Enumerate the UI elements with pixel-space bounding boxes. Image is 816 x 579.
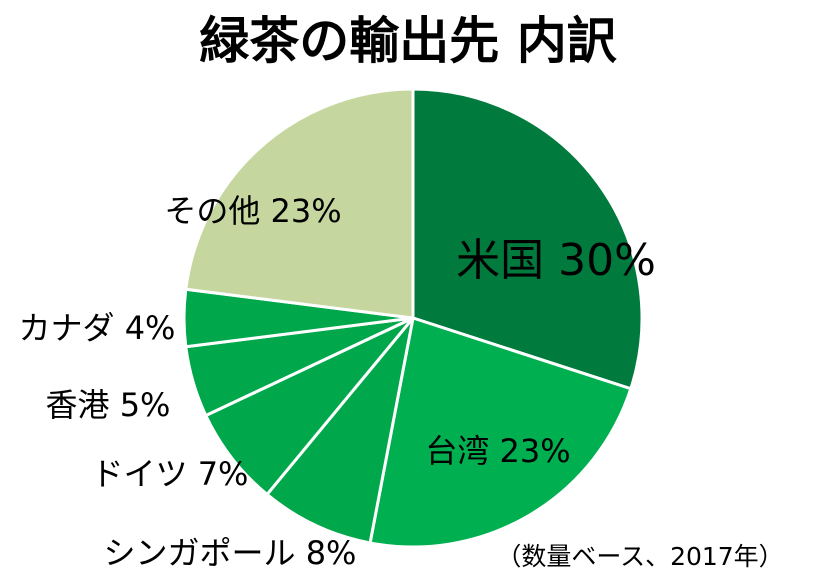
slice-label-6: カナダ 4%	[19, 309, 176, 347]
slice-label-2: 台湾 23%	[425, 432, 570, 470]
chart-title: 緑茶の輸出先 内訳	[199, 12, 616, 70]
slice-label-3: シンガポール 8%	[104, 534, 357, 572]
pie-labels: 米国 30% 台湾 23% シンガポール 8% ドイツ 7% 香港 5% カナダ 4% その…	[19, 192, 656, 572]
chart-note: （数量ベース、2017年）	[496, 542, 783, 571]
pie-slice-2	[368, 316, 633, 549]
pie-slices	[182, 87, 644, 549]
pie-slice-1	[411, 87, 644, 391]
pie-slice-7	[184, 87, 415, 320]
slice-label-7: その他 23%	[164, 192, 341, 230]
slice-label-1: 米国 30%	[456, 235, 656, 286]
slice-label-5: 香港 5%	[46, 386, 171, 424]
pie-slice-3	[265, 316, 415, 545]
slice-label-4: ドイツ 7%	[92, 455, 249, 493]
